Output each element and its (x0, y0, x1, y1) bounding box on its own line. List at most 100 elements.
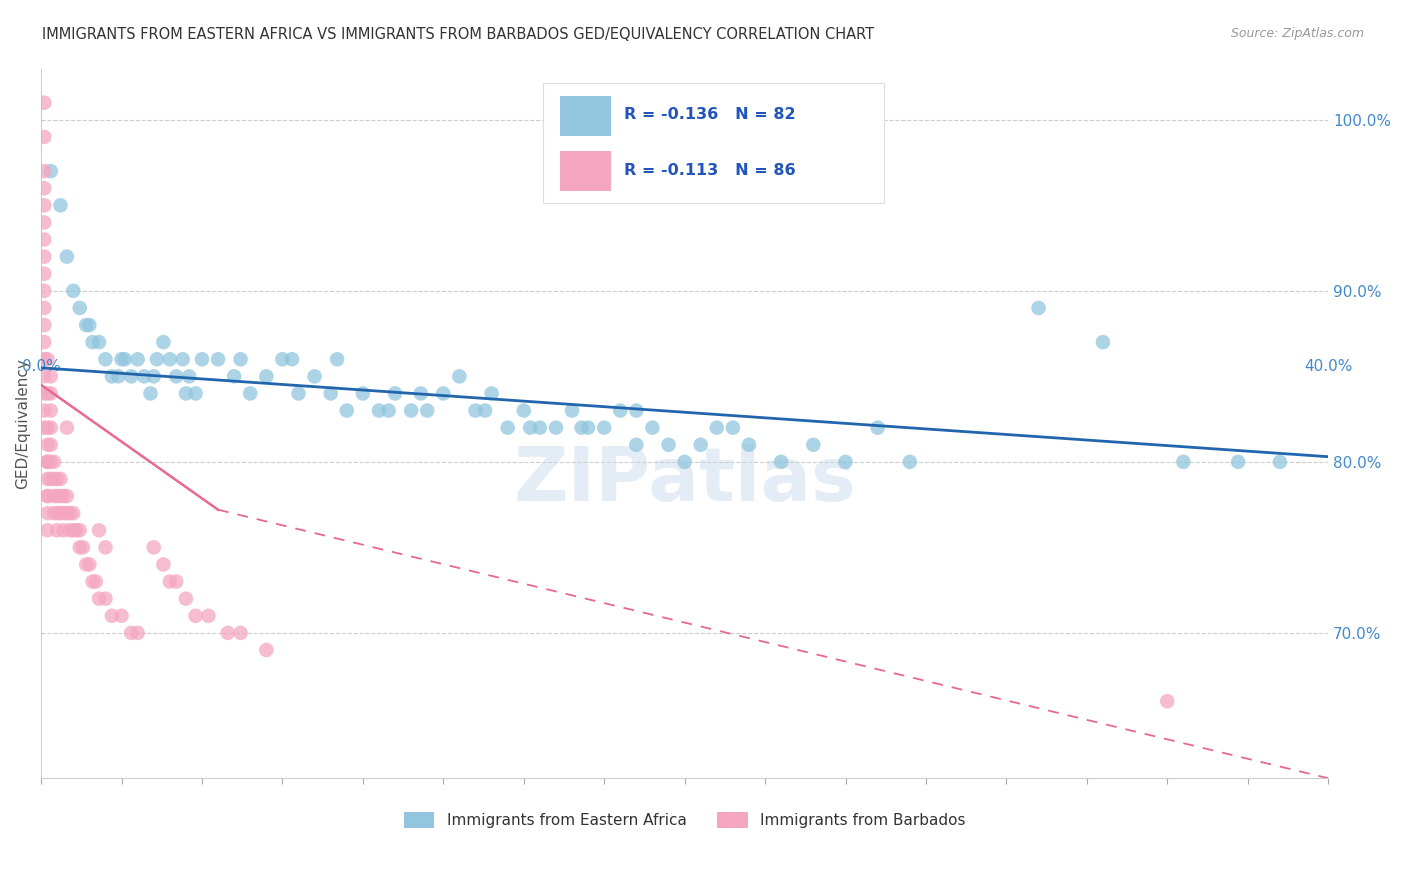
Point (1156, 694, 1178, 708)
Point (165, 369, 187, 384)
Point (34, 420, 56, 434)
Point (179, 369, 201, 384)
Point (69, 523, 91, 537)
Point (49, 489, 72, 503)
Point (898, 455, 921, 469)
Point (657, 438, 679, 452)
Point (34, 250, 56, 264)
Point (62, 506, 84, 520)
Point (139, 386, 162, 401)
Point (82, 574, 104, 589)
Point (281, 352, 304, 367)
Point (37, 506, 59, 520)
Point (271, 352, 294, 367)
Point (172, 352, 194, 367)
Point (34, 181, 56, 195)
Point (34, 284, 56, 298)
Point (75, 558, 97, 572)
Point (94, 541, 117, 555)
Text: IMMIGRANTS FROM EASTERN AFRICA VS IMMIGRANTS FROM BARBADOS GED/EQUIVALENCY CORRE: IMMIGRANTS FROM EASTERN AFRICA VS IMMIGR… (42, 27, 875, 42)
Point (165, 574, 187, 589)
Point (432, 386, 454, 401)
Point (46, 506, 69, 520)
Point (142, 369, 165, 384)
Point (866, 420, 889, 434)
Point (39, 420, 62, 434)
Point (34, 352, 56, 367)
Point (101, 608, 124, 623)
Point (1028, 301, 1050, 315)
Point (626, 438, 648, 452)
Text: R = -0.136   N = 82: R = -0.136 N = 82 (624, 107, 796, 122)
Point (641, 420, 664, 434)
Point (49, 198, 72, 212)
Point (319, 386, 342, 401)
Point (239, 386, 262, 401)
Point (72, 541, 94, 555)
Point (56, 489, 79, 503)
Point (174, 591, 197, 606)
Point (368, 403, 391, 417)
Point (46, 489, 69, 503)
Point (152, 335, 174, 350)
Point (110, 352, 132, 367)
Point (184, 608, 207, 623)
Point (37, 455, 59, 469)
Point (79, 558, 101, 572)
Point (34, 301, 56, 315)
Point (593, 420, 616, 434)
Point (197, 608, 219, 623)
Point (42, 506, 65, 520)
Point (174, 386, 197, 401)
Point (513, 403, 536, 417)
Text: 40.0%: 40.0% (1303, 359, 1353, 375)
Point (34, 386, 56, 401)
Point (37, 455, 59, 469)
Point (287, 386, 309, 401)
Point (576, 420, 599, 434)
Point (120, 369, 142, 384)
Point (738, 438, 761, 452)
Point (79, 318, 101, 332)
Point (34, 233, 56, 247)
Point (132, 369, 155, 384)
Point (609, 403, 631, 417)
Point (114, 352, 136, 367)
Point (184, 386, 207, 401)
Point (34, 403, 56, 417)
FancyBboxPatch shape (560, 96, 612, 136)
Point (304, 369, 326, 384)
Point (706, 420, 728, 434)
Point (399, 403, 422, 417)
Point (120, 625, 142, 640)
Point (39, 472, 62, 486)
Point (409, 386, 432, 401)
Point (87, 523, 110, 537)
Point (481, 386, 503, 401)
Point (449, 369, 471, 384)
Point (217, 625, 239, 640)
Point (464, 403, 486, 417)
Point (56, 420, 79, 434)
Point (42, 455, 65, 469)
Point (34, 198, 56, 212)
Text: Source: ZipAtlas.com: Source: ZipAtlas.com (1230, 27, 1364, 40)
Point (496, 420, 519, 434)
Point (770, 455, 793, 469)
FancyBboxPatch shape (543, 83, 884, 203)
Point (39, 438, 62, 452)
Point (127, 352, 149, 367)
Point (377, 403, 399, 417)
Point (37, 523, 59, 537)
Point (59, 523, 82, 537)
Point (159, 574, 181, 589)
Point (52, 523, 75, 537)
Point (39, 369, 62, 384)
Point (82, 335, 104, 350)
Point (49, 472, 72, 486)
Point (101, 369, 124, 384)
Point (626, 403, 648, 417)
Point (1268, 455, 1291, 469)
Point (94, 352, 117, 367)
Point (69, 301, 91, 315)
